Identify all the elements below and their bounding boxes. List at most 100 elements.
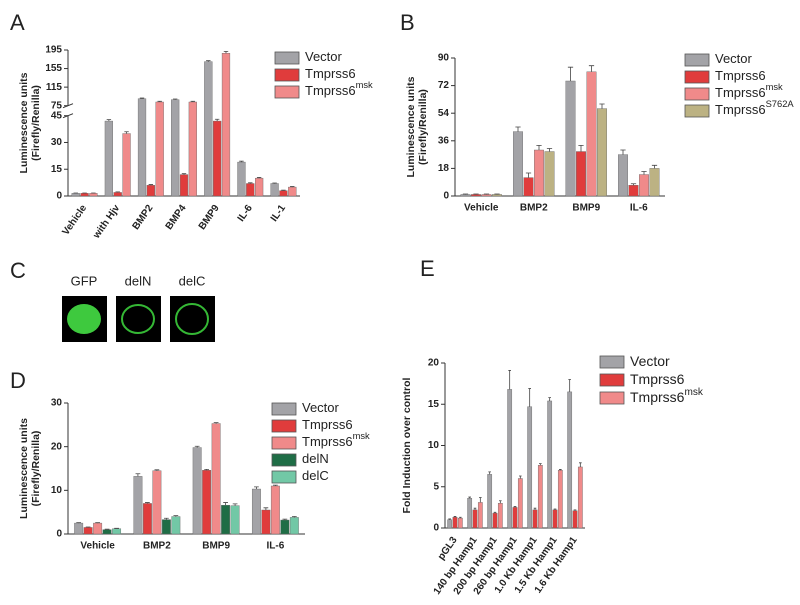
error-bar — [154, 469, 160, 471]
bar — [230, 505, 240, 535]
error-bar — [213, 422, 219, 424]
y-tick-label: 0 — [56, 191, 62, 202]
bar — [565, 80, 576, 197]
y-tick-label: 75 — [51, 100, 63, 111]
bar — [279, 190, 288, 197]
bar — [93, 522, 103, 535]
error-bar — [281, 189, 286, 191]
legend-name: delN — [302, 451, 329, 466]
legend-label: Tmprss6 — [302, 417, 353, 432]
legend-sup: S762A — [766, 99, 795, 109]
error-bar — [173, 515, 179, 517]
bar — [102, 529, 112, 535]
error-bar — [525, 172, 532, 178]
bar — [261, 509, 271, 535]
error-bar — [578, 145, 584, 152]
bar — [452, 517, 458, 529]
legend-sup: msk — [684, 387, 703, 398]
error-bar — [519, 475, 522, 479]
bar — [246, 183, 255, 197]
error-bar — [453, 516, 457, 518]
bar — [547, 400, 553, 529]
error-bar — [579, 462, 582, 467]
error-bar — [568, 379, 571, 392]
error-bar — [641, 171, 647, 175]
legend-name: Vector — [715, 51, 753, 66]
error-bar — [588, 65, 595, 72]
bar — [211, 423, 221, 535]
bar — [513, 131, 523, 197]
error-bar — [163, 517, 169, 520]
y-tick-label: 54 — [438, 108, 450, 119]
error-bar — [573, 509, 577, 511]
legend-label: delC — [302, 468, 329, 483]
error-bar — [290, 186, 295, 188]
panel: B 0 18 36 54 72 90 Luminescence units (Firefly/R… — [400, 10, 794, 214]
bar — [202, 470, 212, 535]
legend-label: Tmprss6S762A — [715, 99, 794, 117]
bar — [586, 71, 597, 197]
x-tick-label: BMP4 — [164, 203, 189, 232]
bar — [467, 498, 473, 529]
y-tick-label: 15 — [51, 164, 63, 175]
error-bar — [190, 100, 196, 102]
legend-swatch — [274, 51, 300, 65]
x-tick-label: Vehicle — [464, 203, 499, 214]
bar — [133, 476, 143, 535]
y-axis-label: (Firefly/Renilla) — [417, 89, 429, 165]
error-bar — [181, 173, 187, 175]
bar — [104, 120, 113, 197]
legend-sup: msk — [356, 80, 373, 90]
legend-swatch — [599, 355, 625, 369]
legend-swatch — [684, 87, 710, 101]
y-tick-label: 18 — [438, 163, 450, 174]
error-bar — [493, 511, 497, 514]
bar — [237, 161, 246, 197]
panel-letter: D — [10, 368, 26, 393]
error-bar — [223, 502, 228, 506]
error-bar — [239, 160, 244, 163]
y-tick-label: 10 — [51, 485, 63, 496]
legend-swatch — [271, 470, 297, 484]
error-bar — [145, 502, 150, 504]
y-axis-label: (Firefly/Renilla) — [30, 431, 42, 507]
bar — [481, 194, 492, 197]
legend-name: Tmprss6 — [715, 68, 766, 83]
bar — [597, 108, 607, 197]
legend-label: Tmprss6msk — [715, 82, 783, 100]
legend-swatch — [274, 68, 300, 82]
error-bar — [139, 97, 145, 99]
bar — [460, 194, 471, 197]
x-tick-label: IL-1 — [269, 203, 288, 224]
error-bar — [254, 486, 259, 490]
error-bar — [488, 471, 491, 475]
bar — [280, 519, 290, 535]
error-bar — [256, 177, 262, 179]
image-label: delN — [125, 273, 152, 288]
error-bar — [468, 496, 471, 499]
bar — [221, 504, 231, 535]
legend-label: Vector — [630, 353, 670, 369]
bar — [497, 503, 503, 529]
bar — [71, 193, 80, 197]
legend-label: Tmprss6msk — [305, 80, 373, 98]
bar — [577, 466, 583, 529]
y-axis-label: Luminescence units — [405, 76, 417, 177]
bar — [137, 98, 147, 197]
error-bar — [536, 145, 542, 150]
legend-name: Vector — [305, 49, 343, 64]
legend-label: Tmprss6 — [715, 68, 766, 83]
bar — [204, 61, 213, 197]
bar — [171, 516, 181, 535]
y-tick-label: 5 — [433, 481, 439, 492]
bar — [471, 194, 481, 197]
bar — [288, 186, 297, 197]
y-tick-label: 0 — [443, 191, 449, 202]
image-label: delC — [179, 273, 206, 288]
bar — [557, 470, 563, 529]
error-bar — [473, 507, 477, 510]
error-bar — [620, 149, 626, 155]
bar — [270, 183, 279, 197]
